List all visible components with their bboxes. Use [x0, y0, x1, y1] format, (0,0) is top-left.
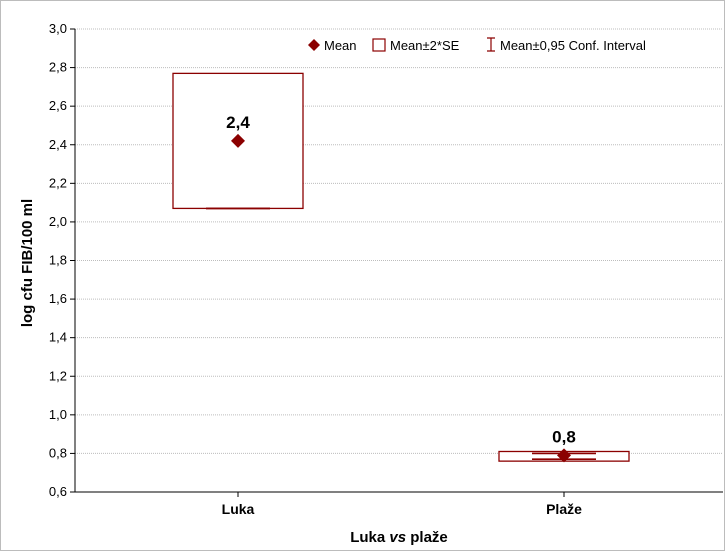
- legend-label-ci: Mean±0,95 Conf. Interval: [500, 38, 646, 53]
- mean-data-label: 0,8: [552, 427, 576, 446]
- x-axis-title: Luka vs plaže: [350, 529, 448, 546]
- y-axis: 0,6 0,8 1,0 1,2 1,4 1,6 1,8 2,0 2,2 2,4 2,6 2,8 3,0: [49, 21, 76, 499]
- legend-mean-marker-icon: [308, 39, 320, 51]
- y-tick-label: 2,4: [49, 137, 67, 152]
- y-tick-label: 1,4: [49, 330, 67, 345]
- y-axis-title: log cfu FIB/100 ml: [19, 199, 36, 327]
- legend: Mean Mean±2*SE Mean±0,95 Conf. Interval: [308, 37, 646, 53]
- y-tick-label: 1,2: [49, 368, 67, 383]
- y-tick-label: 1,8: [49, 253, 67, 268]
- x-tick-label: Plaže: [546, 501, 582, 517]
- mean-marker: [557, 448, 571, 463]
- legend-box-icon: [372, 38, 386, 52]
- x-tick-label: Luka: [222, 501, 255, 517]
- y-tick-label: 3,0: [49, 21, 67, 36]
- y-tick-label: 2,8: [49, 60, 67, 75]
- x-axis: Luka Plaže: [75, 491, 723, 517]
- legend-whisker-icon: [487, 37, 495, 52]
- mean-data-label: 2,4: [226, 113, 250, 132]
- legend-item-se: Mean±2*SE: [372, 38, 460, 53]
- grid-lines: [75, 28, 723, 454]
- y-tick-label: 1,6: [49, 291, 67, 306]
- mean-marker: [231, 133, 245, 148]
- y-tick-label: 0,6: [49, 484, 67, 499]
- legend-item-ci: Mean±0,95 Conf. Interval: [487, 37, 646, 53]
- x-axis-title-part-2: vs: [389, 529, 406, 546]
- legend-item-mean: Mean: [308, 38, 357, 53]
- chart-marks: 2,4 0,8: [172, 72, 630, 463]
- legend-label-se: Mean±2*SE: [390, 38, 460, 53]
- y-tick-label: 2,0: [49, 214, 67, 229]
- y-tick-label: 2,2: [49, 175, 67, 190]
- x-axis-title-part-1: Luka: [350, 529, 389, 546]
- y-tick-label: 2,6: [49, 98, 67, 113]
- x-axis-title-part-3: plaže: [406, 529, 448, 546]
- legend-label-mean: Mean: [324, 38, 357, 53]
- y-tick-label: 0,8: [49, 445, 67, 460]
- y-tick-label: 1,0: [49, 407, 67, 422]
